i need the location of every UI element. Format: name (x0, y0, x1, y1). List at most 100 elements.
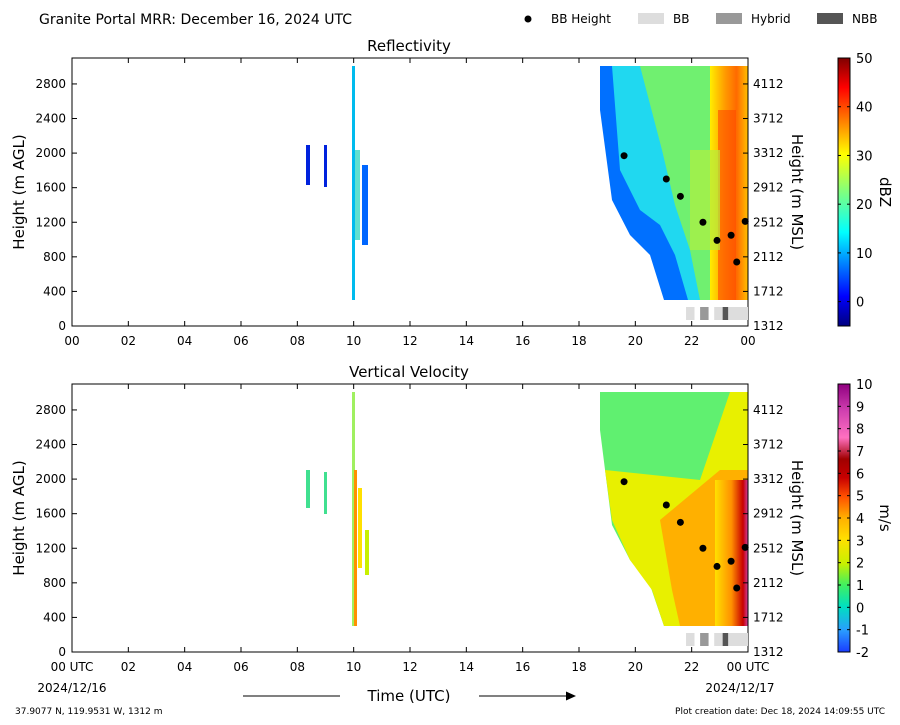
colorbar-tick-label: 2 (856, 557, 864, 572)
end-date: 2024/12/17 (705, 681, 774, 695)
bb-height-point (662, 175, 670, 183)
bb-type-segment-nbb (722, 307, 729, 320)
bb-type-segment-bb (728, 633, 748, 646)
colorbar-tick-label: -2 (856, 646, 869, 661)
bb-height-point (713, 562, 721, 570)
y-tick-right-label: 3312 (753, 146, 784, 160)
colorbar-tick-label: 10 (856, 378, 873, 393)
y-tick-right-label: 2912 (753, 181, 784, 195)
bb-type-segment-nbb (722, 633, 729, 646)
y-axis-left: 0 400 800 1200 1600 2000 2400 2800 (35, 403, 77, 659)
y-tick-right-label: 2512 (753, 215, 784, 229)
colorbar-dbz (837, 57, 851, 327)
y-tick-right-label: 3312 (753, 472, 784, 486)
colorbar-tick-label: 10 (856, 247, 873, 262)
x-tick-label: 06 (233, 334, 248, 348)
y-tick-label: 400 (43, 610, 66, 624)
legend-label-bb: BB (673, 12, 689, 26)
panel-title-velocity: Vertical Velocity (349, 363, 469, 381)
y-tick-label: 0 (58, 645, 66, 659)
ylabel-agl: Height (m AGL) (10, 460, 28, 575)
location-text: 37.9077 N, 119.9531 W, 1312 m (15, 707, 163, 717)
x-tick-label: 04 (177, 660, 192, 674)
y-axis-right: 1312 1712 2112 2512 2912 3312 3712 4112 (743, 403, 784, 659)
bb-type-segment-hybrid (700, 307, 709, 320)
ylabel-msl: Height (m MSL) (788, 460, 806, 576)
y-tick-label: 1200 (35, 215, 66, 229)
x-tick-label: 00 UTC (51, 660, 94, 674)
x-tick-label: 06 (233, 660, 248, 674)
x-tick-label: 00 (64, 334, 79, 348)
bb-type-segment-bb (686, 633, 695, 646)
colorbar-tick-label: 3 (856, 534, 864, 549)
bb-height-point (676, 518, 684, 526)
x-axis: 00 02 04 06 08 10 12 14 16 18 20 22 00 (64, 58, 756, 348)
velocity-field (306, 392, 748, 626)
x-tick-label: 10 (346, 334, 361, 348)
colorbar-tick-label: 4 (856, 512, 864, 527)
y-tick-label: 800 (43, 250, 66, 264)
x-tick-label: 12 (402, 334, 417, 348)
colorbar-label-ms: m/s (876, 504, 894, 532)
bb-height-point (733, 258, 741, 266)
colorbar-tick-label: 6 (856, 467, 864, 482)
ylabel-agl: Height (m AGL) (10, 134, 28, 249)
y-tick-label: 400 (43, 284, 66, 298)
legend-swatch-nbb (817, 13, 843, 24)
y-tick-right-label: 1712 (753, 284, 784, 298)
colorbar-tick-label: 0 (856, 601, 864, 616)
reflectivity-panel: Reflectivity 00 02 04 06 08 10 12 14 16 18 20 22 00 … (10, 37, 894, 348)
colorbar-tick-label: 40 (856, 101, 873, 116)
y-tick-right-label: 2512 (753, 541, 784, 555)
colorbar-tick-label: 7 (856, 445, 864, 460)
echo-1000 (352, 66, 355, 300)
colorbar-tick-label: 5 (856, 490, 864, 505)
bb-type-segment-hybrid (700, 633, 709, 646)
x-tick-label: 16 (515, 334, 530, 348)
colorbar-tick-label: 0 (856, 296, 864, 311)
y-tick-label: 2400 (35, 438, 66, 452)
x-tick-label: 22 (684, 660, 699, 674)
echo-1005 (355, 150, 360, 240)
vel-0835 (306, 470, 310, 508)
x-tick-label: 18 (571, 660, 586, 674)
x-tick-label: 18 (571, 334, 586, 348)
bb-height-point (733, 584, 741, 592)
bb-type-strip (686, 307, 748, 320)
y-tick-label: 1200 (35, 541, 66, 555)
bb-height-point (727, 231, 735, 239)
legend-dot-bb-height (524, 15, 532, 23)
y-tick-label: 2800 (35, 77, 66, 91)
legend-swatch-hybrid (716, 13, 742, 24)
y-tick-right-label: 3712 (753, 112, 784, 126)
bb-height-point (727, 557, 735, 565)
x-tick-label: 10 (346, 660, 361, 674)
figure-title: Granite Portal MRR: December 16, 2024 UT… (39, 12, 352, 28)
creation-date-text: Plot creation date: Dec 18, 2024 14:09:5… (675, 707, 885, 717)
y-tick-label: 2400 (35, 112, 66, 126)
y-tick-label: 2800 (35, 403, 66, 417)
x-tick-label: 02 (121, 660, 136, 674)
vel-1002 (354, 470, 357, 626)
legend-label-hybrid: Hybrid (751, 12, 791, 26)
time-arrow-head (566, 691, 576, 701)
colorbar-tick-label: 9 (856, 400, 864, 415)
y-tick-right-label: 4112 (753, 77, 784, 91)
x-tick-label: 04 (177, 334, 192, 348)
x-tick-label: 14 (459, 660, 474, 674)
y-tick-right-label: 3712 (753, 438, 784, 452)
bb-type-segment-bb (714, 633, 723, 646)
bb-type-segment-bb (714, 307, 723, 320)
xlabel-time: Time (UTC) (367, 687, 451, 705)
colorbar-ms-ticks: -2 -1 0 1 2 3 4 5 6 7 8 9 10 (838, 378, 873, 661)
vel-1000 (352, 392, 355, 626)
bb-type-segment-bb (728, 307, 748, 320)
x-axis: 00 UTC 02 04 06 08 10 12 14 16 18 20 22 00 UTC (51, 384, 769, 674)
echo-heavy-core (718, 110, 736, 300)
ylabel-msl: Height (m MSL) (788, 134, 806, 250)
colorbar-label-dbz: dBZ (876, 177, 894, 207)
bb-height-point (620, 478, 628, 486)
velocity-panel: Vertical Velocity 00 UTC 02 04 06 08 10 12 14 16… (10, 363, 894, 674)
echo-bright-band (690, 150, 720, 250)
